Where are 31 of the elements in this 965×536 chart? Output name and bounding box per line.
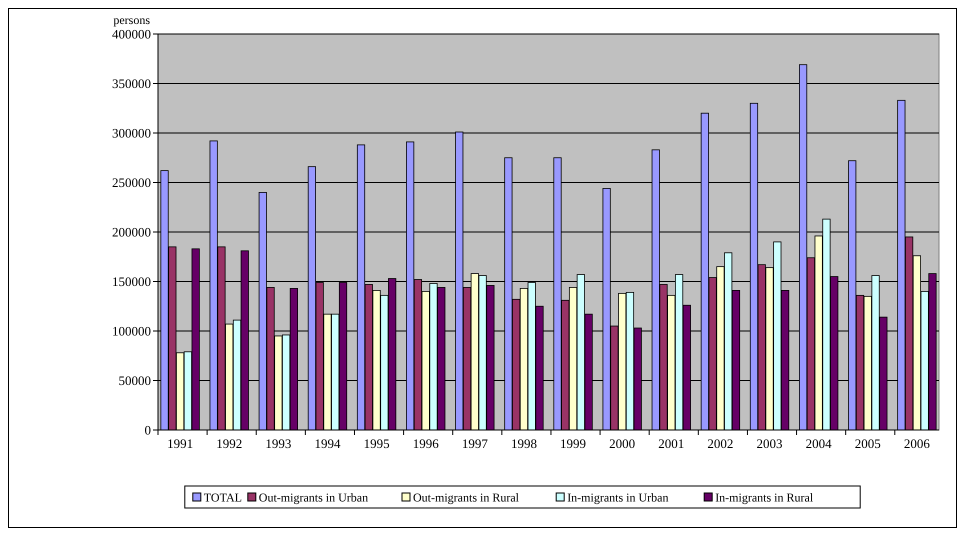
legend-label: In-migrants in Urban xyxy=(567,490,669,504)
x-tick-label: 1996 xyxy=(412,436,440,451)
x-tick-label: 2004 xyxy=(806,436,832,451)
x-tick-label: 1992 xyxy=(216,436,242,451)
x-tick-label: 1995 xyxy=(364,436,390,451)
x-tick-label: 2005 xyxy=(854,436,881,451)
x-tick-label: 2000 xyxy=(609,436,636,451)
x-tick-label: 1999 xyxy=(560,436,586,451)
y-tick-label: 400000 xyxy=(112,26,151,42)
x-tick-label: 1993 xyxy=(265,436,292,451)
y-axis-title: persons xyxy=(113,13,150,27)
x-tick-label: 1994 xyxy=(314,436,341,451)
legend-label: Out-migrants in Urban xyxy=(258,490,368,504)
y-tick-label: 300000 xyxy=(112,126,151,141)
x-tick-label: 2006 xyxy=(904,436,930,451)
y-tick-label: 100000 xyxy=(112,324,151,339)
legend-label: TOTAL xyxy=(204,490,242,504)
y-tick-label: 50000 xyxy=(118,373,151,388)
y-tick-label: 250000 xyxy=(112,175,151,190)
legend-label: Out-migrants in Rural xyxy=(413,490,520,504)
y-tick-label: 0 xyxy=(144,422,151,438)
x-tick-label: 1997 xyxy=(462,436,488,451)
x-tick-label: 1998 xyxy=(510,436,537,451)
x-tick-label: 2001 xyxy=(658,436,684,451)
y-tick-label: 150000 xyxy=(112,274,151,290)
y-tick-label: 350000 xyxy=(112,76,151,92)
x-tick-label: 2002 xyxy=(707,436,734,451)
x-tick-label: 1991 xyxy=(167,436,194,451)
x-tick-label: 2003 xyxy=(756,436,783,451)
y-tick-label: 200000 xyxy=(112,224,151,240)
legend-label: In-migrants in Rural xyxy=(715,490,814,504)
